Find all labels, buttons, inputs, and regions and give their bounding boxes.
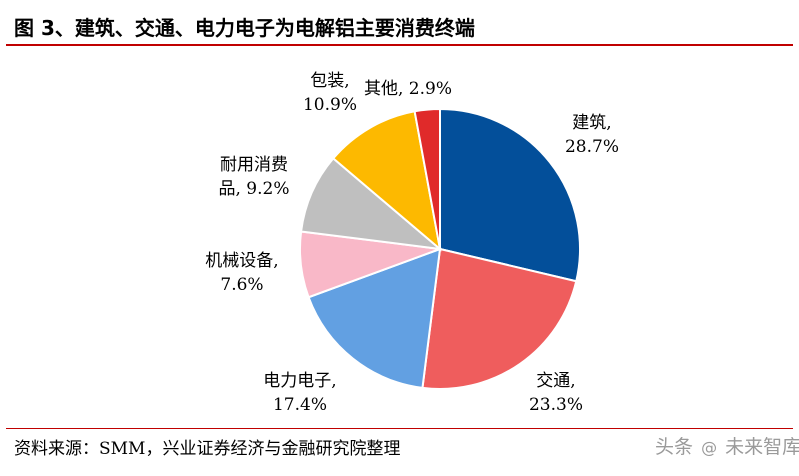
slice-label-line: 电力电子, xyxy=(263,371,336,391)
at-icon: @ xyxy=(701,438,718,457)
slice-label-line: 10.9% xyxy=(303,95,357,115)
slice-label-7: 其他, 2.9% xyxy=(364,79,452,99)
slice-label-line: 包装, xyxy=(310,71,349,91)
pie-slices xyxy=(299,107,581,390)
watermark: 头条 @ 未来智库 xyxy=(655,432,799,459)
pie-labels: 建筑, 28.7% 交通, 23.3% 电力电子, 17.4% 机械设备, 7.6% 耐用消费品… xyxy=(205,71,619,415)
slice-label-line: 耐用消费 xyxy=(220,155,288,175)
slice-label-line: 品, 9.2% xyxy=(219,179,290,199)
title-divider xyxy=(6,44,793,46)
pie-slice-7 xyxy=(413,107,441,250)
pie-slice-6 xyxy=(331,110,442,252)
pie-slice-2 xyxy=(421,247,578,390)
slice-label-line: 23.3% xyxy=(529,395,583,415)
source-divider xyxy=(6,428,793,429)
watermark-name: 未来智库 xyxy=(725,436,799,458)
slice-label-line: 机械设备, xyxy=(205,251,278,271)
slice-label-5: 耐用消费品, 9.2% xyxy=(219,155,290,199)
slice-label-line: 建筑, xyxy=(572,113,611,133)
slice-label-4: 机械设备, 7.6% xyxy=(205,251,278,295)
slice-label-line: 7.6% xyxy=(220,275,263,295)
slice-label-line: 交通, xyxy=(536,371,575,391)
pie-slice-3 xyxy=(307,247,442,390)
slice-label-1: 建筑, 28.7% xyxy=(565,113,619,157)
slice-label-2: 交通, 23.3% xyxy=(529,371,583,415)
chart-title: 图 3、建筑、交通、电力电子为电解铝主要消费终端 xyxy=(14,16,475,40)
slice-label-line: 17.4% xyxy=(273,395,327,415)
slice-label-line: 28.7% xyxy=(565,137,619,157)
slice-label-3: 电力电子, 17.4% xyxy=(263,371,336,415)
source-note: 资料来源：SMM，兴业证券经济与金融研究院整理 xyxy=(14,439,401,459)
slice-label-line: 其他, 2.9% xyxy=(364,79,452,99)
slice-label-6: 包装, 10.9% xyxy=(303,71,357,115)
watermark-prefix: 头条 xyxy=(655,436,694,458)
pie-slice-5 xyxy=(299,157,444,251)
pie-slice-1 xyxy=(439,107,581,283)
